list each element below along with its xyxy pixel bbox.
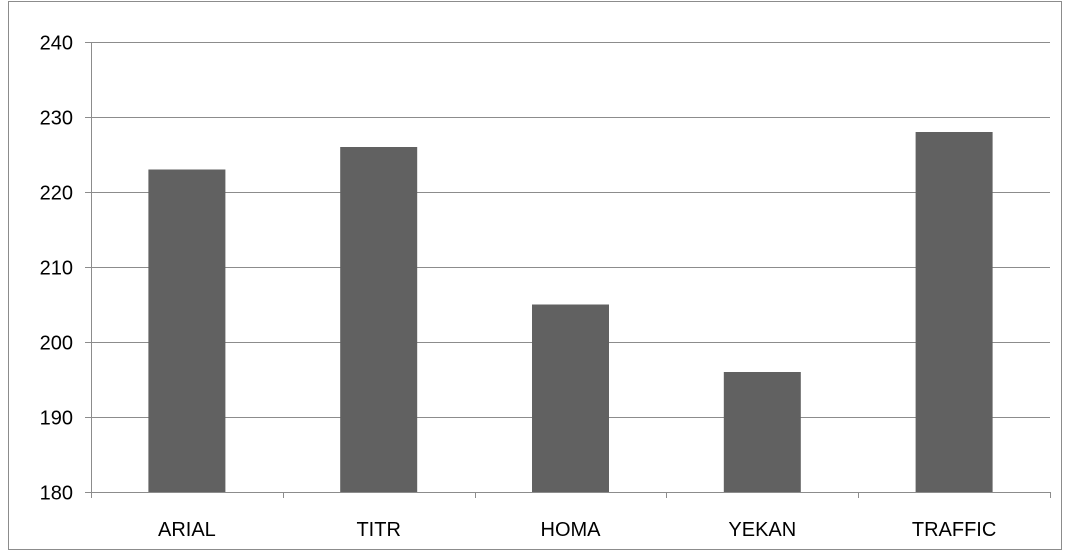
y-tick-label-220: 220 [40, 183, 73, 205]
y-tick-labels: 180 190 200 210 220 230 240 [40, 33, 73, 505]
y-tick-label-200: 200 [40, 333, 73, 355]
bar-arial [148, 169, 226, 492]
y-tick-label-240: 240 [40, 33, 73, 55]
y-tick-label-180: 180 [40, 483, 73, 505]
x-tick-label-homa: HOMA [541, 519, 602, 541]
y-tick-label-210: 210 [40, 258, 73, 280]
x-tick-label-traffic: TRAFFIC [912, 519, 996, 541]
x-tick-labels: ARIAL TITR HOMA YEKAN TRAFFIC [158, 519, 996, 541]
bar-titr [340, 147, 418, 492]
x-tick-label-titr: TITR [356, 519, 400, 541]
bar-yekan [723, 372, 801, 492]
axes [85, 42, 1051, 498]
y-tick-label-230: 230 [40, 108, 73, 130]
x-tick-label-yekan: YEKAN [728, 519, 796, 541]
bars [148, 132, 993, 492]
x-tick-label-arial: ARIAL [158, 519, 216, 541]
bar-homa [532, 304, 609, 492]
gridlines [91, 42, 1050, 418]
y-tick-label-190: 190 [40, 408, 73, 430]
bar-traffic [915, 132, 993, 492]
